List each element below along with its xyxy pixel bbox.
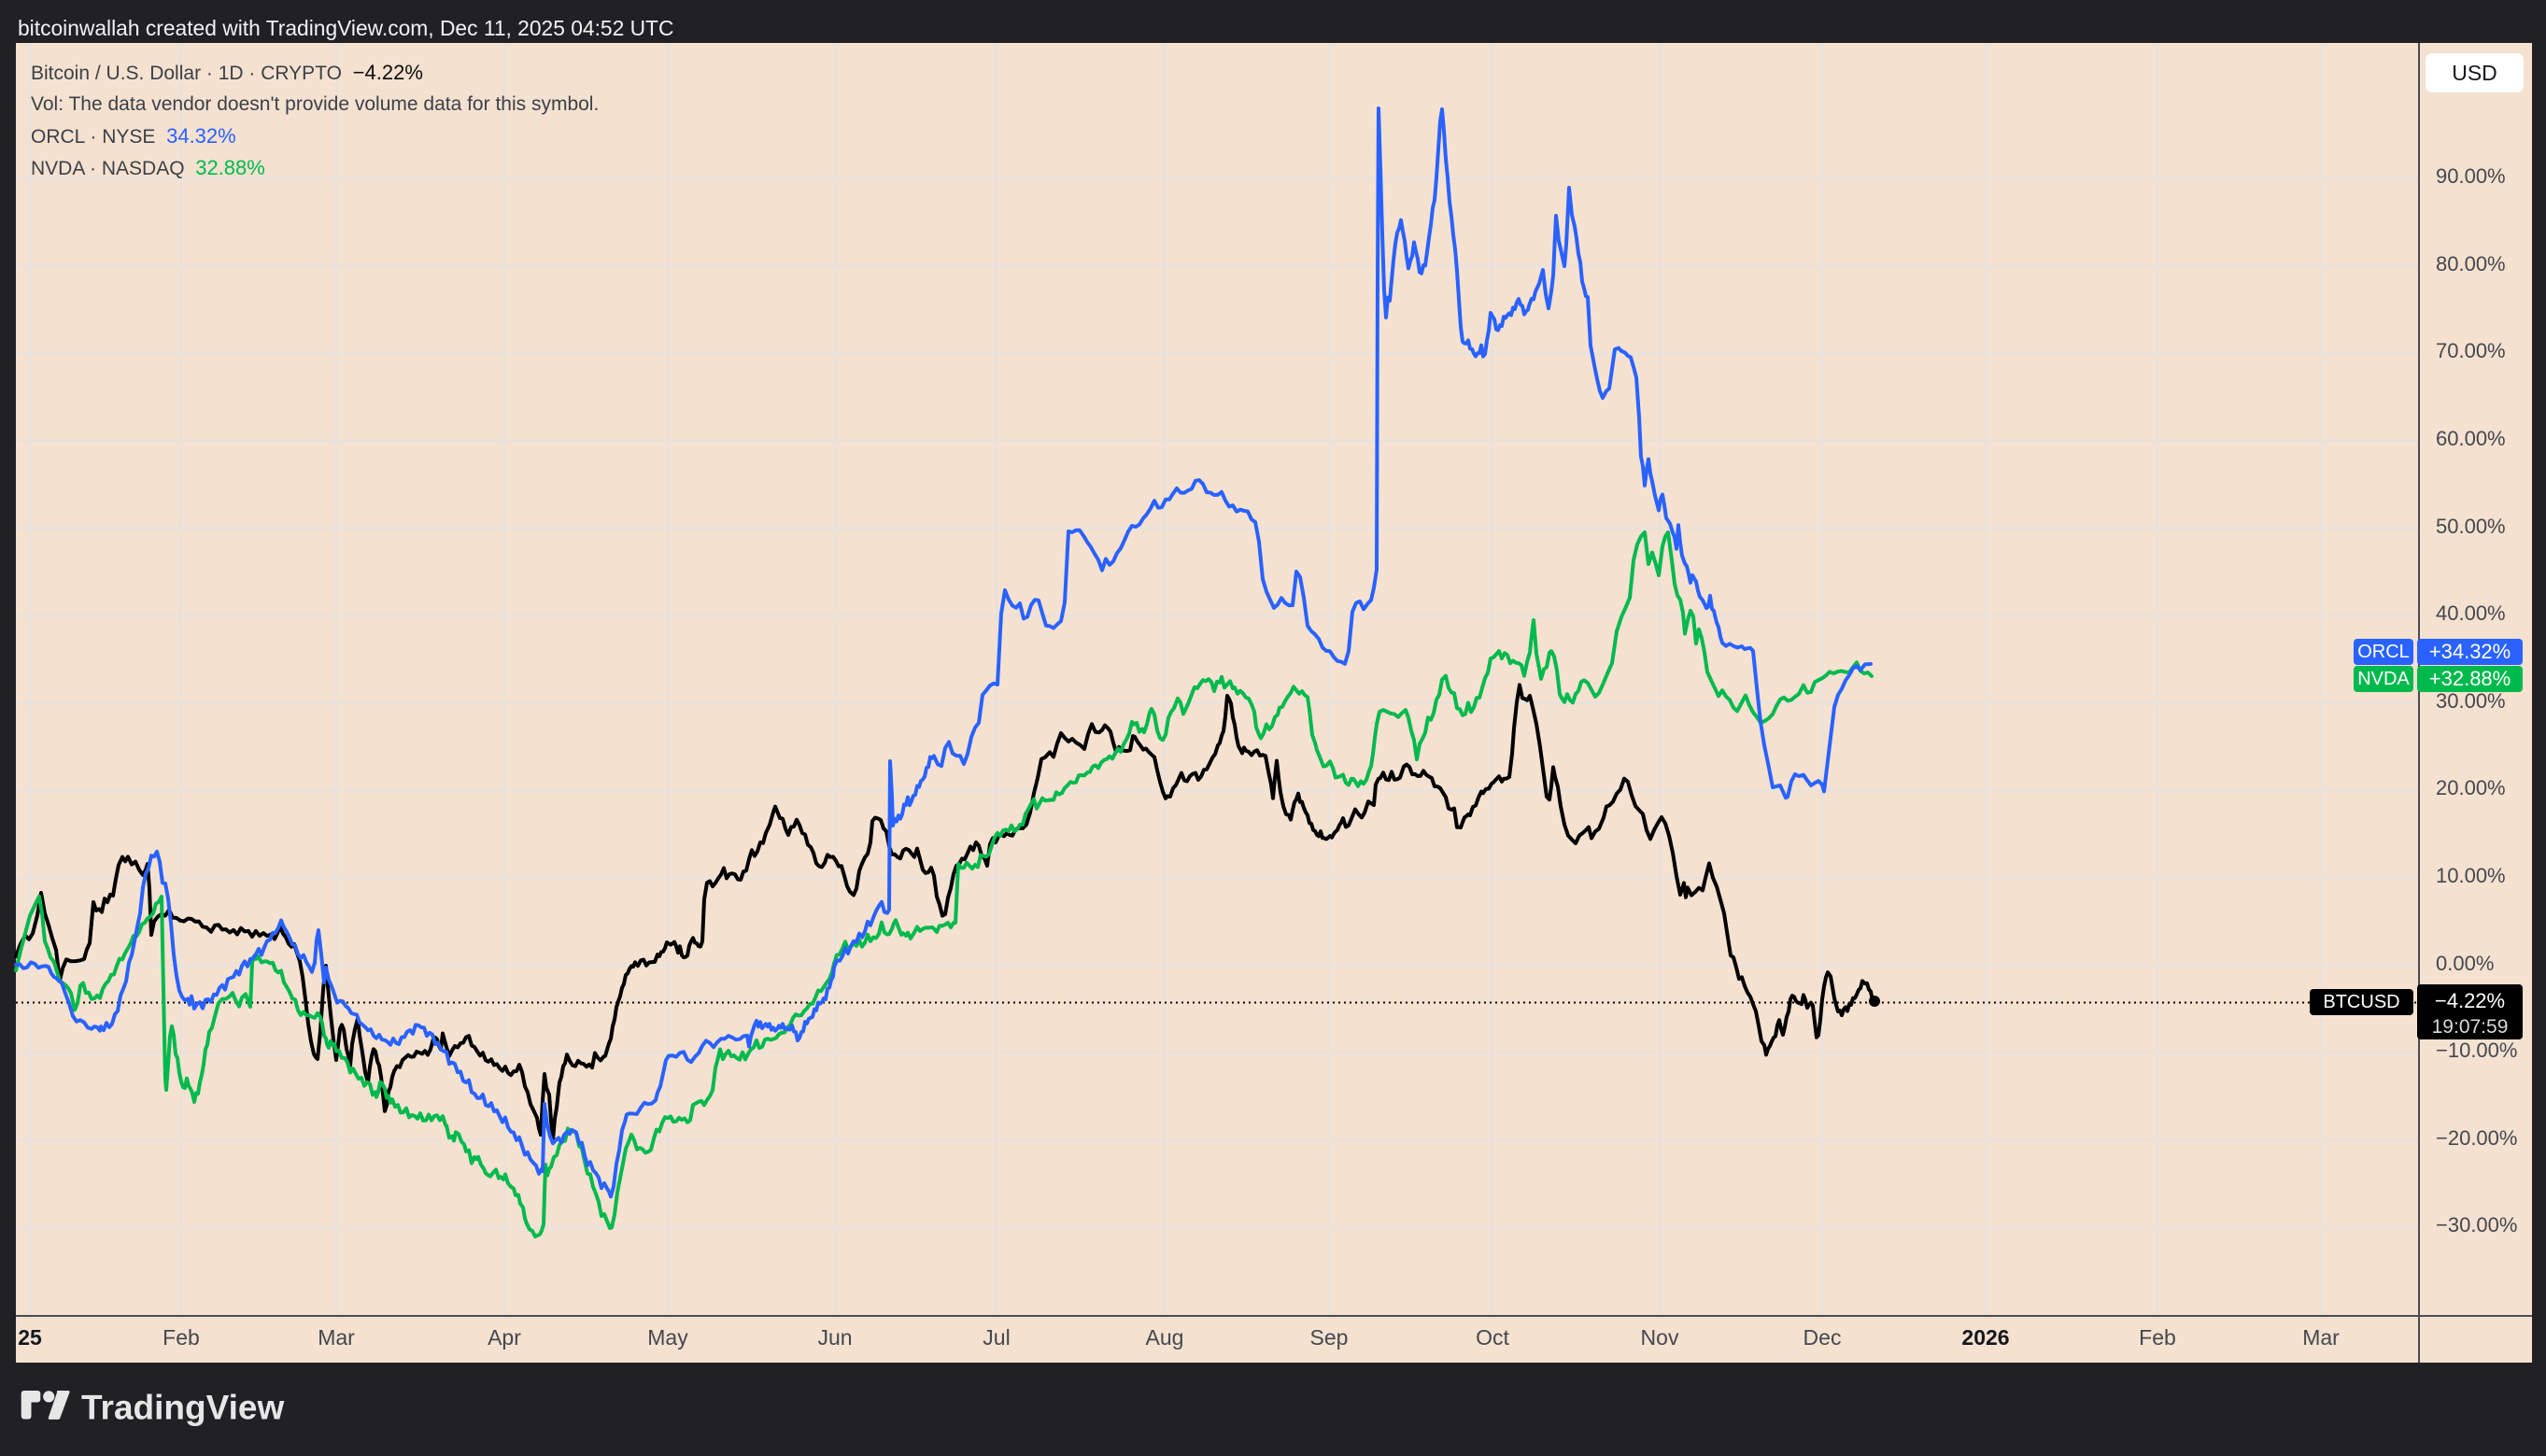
svg-text:TradingView: TradingView: [81, 1391, 284, 1427]
